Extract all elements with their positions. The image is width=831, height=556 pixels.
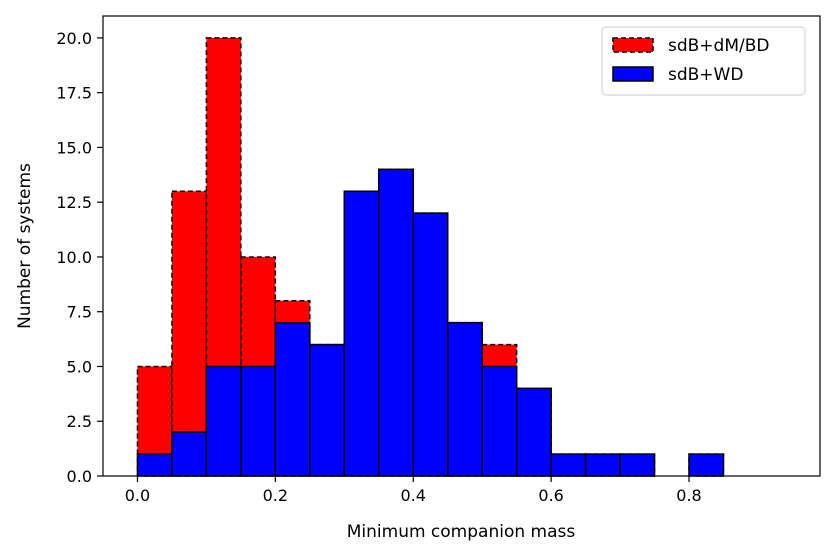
bar-sdb-wd — [688, 453, 725, 477]
legend: sdB+dM/BD sdB+WD — [601, 26, 806, 96]
bar-sdb-wd — [550, 453, 587, 477]
bar-sdb-wd — [136, 453, 173, 477]
plot-frame — [102, 15, 821, 477]
bar-sdb-wd — [584, 453, 621, 477]
bar-sdb-wd — [446, 321, 483, 477]
series-sdb-wd-bars — [136, 168, 725, 477]
x-tick-label: 0.8 — [676, 486, 701, 505]
x-tick-label: 0.6 — [538, 486, 563, 505]
x-axis-label: Minimum companion mass — [347, 522, 576, 542]
bar-sdb-wd — [309, 343, 346, 477]
axes — [102, 15, 821, 477]
y-axis-ticks: 0.0 2.5 5.0 7.5 10.0 12.5 15.0 17.5 20.0 — [56, 29, 103, 486]
legend-label-sdb-dm-bd: sdB+dM/BD — [668, 36, 770, 56]
bar-sdb-wd — [240, 365, 277, 477]
y-tick-label: 7.5 — [67, 303, 92, 322]
bar-sdb-wd — [515, 387, 552, 477]
x-tick-label: 0.0 — [125, 486, 150, 505]
bar-sdb-wd — [205, 365, 242, 477]
bar-sdb-wd — [274, 321, 311, 477]
y-tick-label: 12.5 — [56, 193, 92, 212]
bar-sdb-wd — [171, 431, 208, 477]
y-tick-label: 0.0 — [67, 467, 92, 486]
bar-sdb-wd — [378, 168, 414, 477]
bar-sdb-wd — [412, 212, 449, 477]
y-tick-label: 15.0 — [56, 138, 92, 157]
y-tick-label: 2.5 — [67, 412, 92, 431]
y-axis-label: Number of systems — [15, 163, 35, 329]
y-tick-label: 10.0 — [56, 248, 92, 267]
y-tick-label: 17.5 — [56, 84, 92, 103]
bar-sdb-dm-bd — [171, 190, 208, 477]
x-tick-label: 0.4 — [401, 486, 426, 505]
bar-sdb-wd — [619, 453, 656, 477]
bar-sdb-wd — [343, 190, 380, 477]
legend-swatch-sdb-wd — [612, 66, 654, 82]
x-tick-label: 0.2 — [263, 486, 288, 505]
y-tick-label: 5.0 — [67, 357, 92, 376]
bar-sdb-wd — [481, 365, 518, 477]
x-axis-ticks: 0.0 0.2 0.4 0.6 0.8 — [125, 476, 702, 505]
y-tick-label: 20.0 — [56, 29, 92, 48]
legend-label-sdb-wd: sdB+WD — [668, 65, 743, 85]
legend-swatch-sdb-dm-bd — [612, 37, 654, 53]
